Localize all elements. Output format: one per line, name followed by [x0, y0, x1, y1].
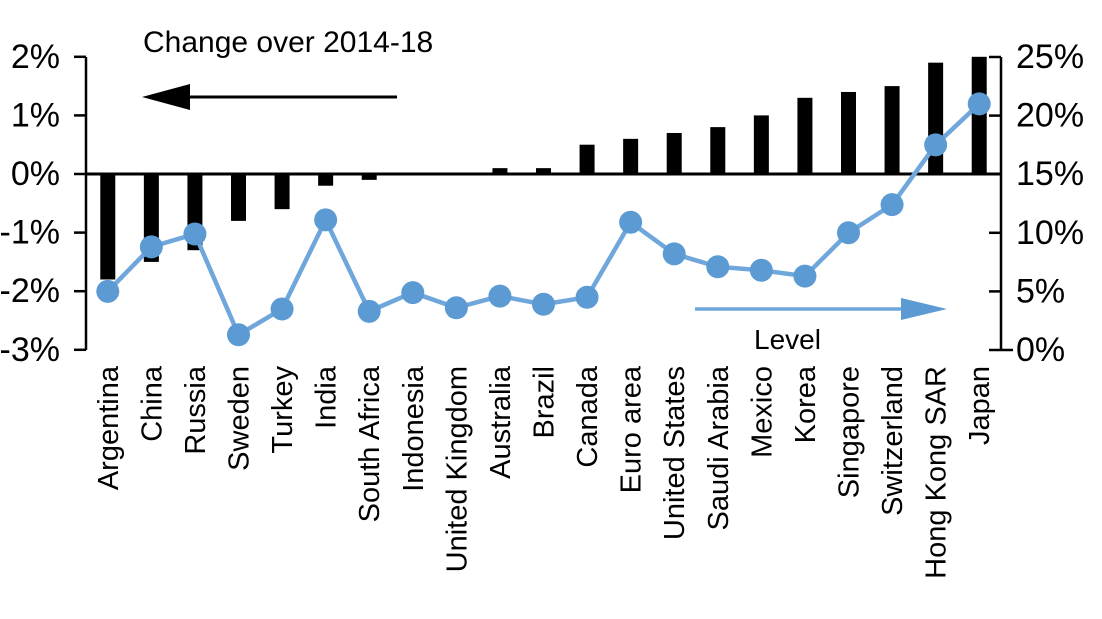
x-axis-label: Switzerland: [877, 366, 909, 516]
change-bar: [797, 97, 813, 174]
x-axis-label: Euro area: [616, 365, 648, 493]
x-axis-label: Brazil: [529, 366, 561, 439]
level-marker: [575, 285, 599, 309]
x-axis-label: United Kingdom: [441, 366, 473, 572]
x-axis-label: Australia: [485, 365, 517, 479]
right-axis-tick-label: 5%: [1016, 272, 1065, 310]
level-marker: [793, 264, 817, 288]
level-marker: [401, 281, 425, 305]
level-marker: [96, 279, 120, 303]
level-marker: [444, 296, 468, 320]
x-axis-label: India: [311, 365, 343, 429]
level-marker: [749, 258, 773, 282]
left-axis-tick-label: -2%: [0, 272, 60, 310]
change-bar: [579, 144, 595, 174]
x-axis-label: United States: [659, 366, 691, 540]
change-bar: [274, 174, 290, 210]
change-bar: [753, 115, 769, 174]
change-bar: [666, 132, 682, 174]
level-series-label: Level: [754, 324, 821, 355]
level-marker: [662, 242, 686, 266]
x-axis-label: South Africa: [354, 365, 386, 522]
level-marker: [619, 210, 643, 234]
change-bar: [492, 168, 508, 174]
level-marker: [924, 133, 948, 157]
change-bar: [971, 56, 987, 174]
right-axis-tick-label: 0%: [1016, 331, 1065, 369]
x-axis-label: Hong Kong SAR: [921, 366, 953, 579]
left-axis-tick-label: 1%: [11, 96, 60, 134]
level-marker: [183, 222, 207, 246]
level-marker: [139, 235, 163, 259]
left-arrow-icon: [142, 84, 190, 110]
change-bar: [928, 62, 944, 174]
change-bar: [361, 174, 377, 180]
change-series-label: Change over 2014-18: [143, 26, 434, 59]
change-bar: [884, 86, 900, 174]
x-axis-label: Sweden: [224, 366, 256, 471]
level-marker: [532, 292, 555, 316]
right-axis-tick-label: 10%: [1016, 214, 1084, 252]
left-axis-tick-label: 0%: [11, 155, 60, 193]
change-bar: [841, 91, 856, 174]
change-bar: [536, 168, 551, 174]
x-axis-label: Mexico: [746, 366, 778, 458]
change-bar: [318, 174, 334, 186]
x-axis-label: Saudi Arabia: [703, 365, 735, 530]
right-arrow-icon: [901, 298, 947, 320]
change-bar: [710, 127, 726, 174]
level-marker: [967, 92, 991, 116]
x-axis-label: China: [136, 365, 168, 442]
x-axis-label: Russia: [180, 365, 212, 455]
x-axis-label: Japan: [964, 366, 996, 445]
level-marker: [488, 284, 512, 308]
level-marker: [314, 208, 338, 232]
x-axis-label: Korea: [790, 365, 822, 443]
right-axis-tick-label: 25%: [1016, 38, 1084, 76]
level-marker: [357, 299, 381, 323]
level-marker: [880, 193, 904, 217]
change-bar: [623, 138, 639, 174]
left-axis-tick-label: -1%: [0, 214, 60, 252]
left-axis-tick-label: 2%: [11, 38, 60, 76]
x-axis-label: Turkey: [267, 366, 299, 454]
x-axis-label: Indonesia: [398, 365, 430, 492]
level-marker: [837, 221, 860, 245]
change-bar: [100, 174, 116, 280]
x-axis-label: Argentina: [93, 365, 125, 490]
x-axis-label: Canada: [572, 365, 604, 467]
left-axis-tick-label: -3%: [0, 331, 60, 369]
x-axis-label: Singapore: [834, 366, 866, 498]
level-marker: [270, 297, 294, 321]
level-marker: [706, 255, 730, 279]
change-bar: [231, 174, 246, 221]
level-marker: [227, 323, 250, 347]
right-axis-tick-label: 15%: [1016, 155, 1084, 193]
right-axis-tick-label: 20%: [1016, 97, 1084, 135]
